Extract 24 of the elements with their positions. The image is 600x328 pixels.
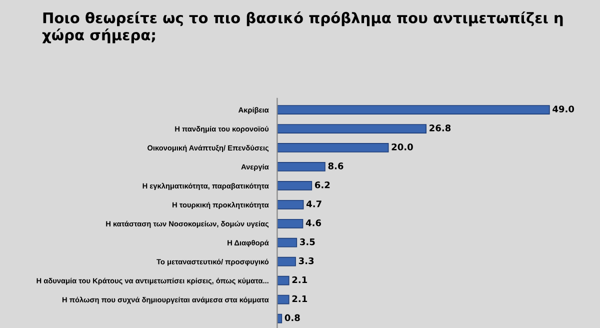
data-label: 3.5: [300, 238, 315, 246]
bar: [277, 143, 389, 152]
chart-title: Ποιο θεωρείτε ως το πιο βασικό πρόβλημα που αντιμετωπίζει η χώρα σήμερα;: [42, 11, 563, 44]
data-label: 4.7: [306, 200, 322, 208]
bar: [277, 200, 304, 210]
bar: [277, 276, 290, 286]
bar: [277, 162, 326, 172]
bar: [277, 238, 298, 248]
bar: [277, 124, 427, 134]
bar: [277, 105, 550, 114]
bar: [277, 180, 312, 190]
data-label: 0.8: [284, 314, 300, 322]
data-label: 49.0: [552, 106, 574, 112]
bar: [277, 294, 290, 304]
data-label: 20.0: [392, 144, 413, 150]
data-label: 6.2: [314, 181, 330, 188]
data-label: 8.6: [328, 162, 344, 170]
data-label: 4.6: [306, 219, 322, 226]
data-label: 3.3: [298, 257, 314, 264]
data-label: 2.1: [292, 295, 308, 302]
bar: [277, 256, 296, 266]
data-label: 26.8: [430, 124, 451, 132]
data-label: 2.1: [292, 276, 308, 284]
bar: [277, 218, 304, 228]
